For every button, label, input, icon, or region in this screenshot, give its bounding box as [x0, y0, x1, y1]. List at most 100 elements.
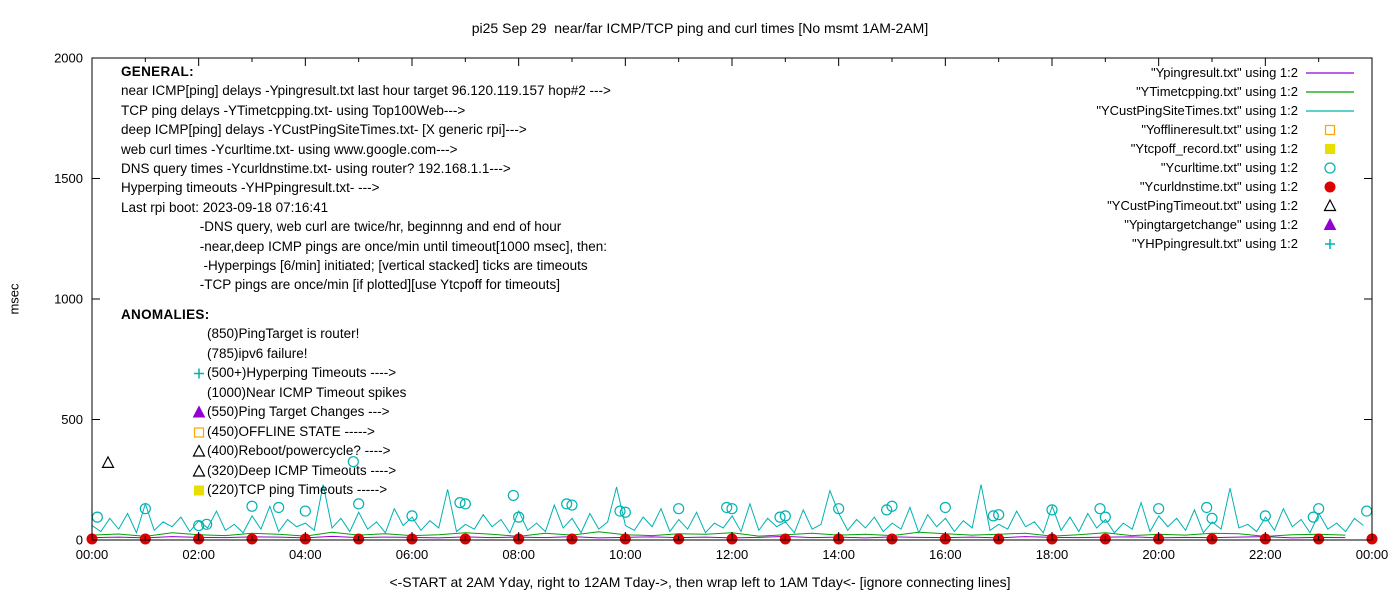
legend-triangle-open-icon: [1304, 198, 1356, 214]
anomaly-text: (1000)Near ICMP Timeout spikes: [207, 384, 407, 400]
general-annotation-block: GENERAL: near ICMP[ping] delays -Ypingre…: [121, 62, 611, 295]
x-tick-label: 08:00: [502, 547, 535, 562]
x-tick-label: 00:00: [1356, 547, 1389, 562]
anomaly-square-filled-icon: [192, 483, 207, 497]
general-line: web curl times -Ycurltime.txt- using www…: [121, 141, 458, 157]
legend-item: "Ytcpoff_record.txt" using 1:2: [1096, 139, 1356, 158]
anomaly-text: (500+)Hyperping Timeouts ---->: [207, 365, 397, 381]
general-line: near ICMP[ping] delays -Ypingresult.txt …: [121, 83, 611, 99]
series-YCustPingTimeout.txt: [101, 455, 115, 468]
legend-square-open-icon: [1304, 122, 1356, 138]
legend-square-filled-icon: [1304, 141, 1356, 157]
anomaly-text: (320)Deep ICMP Timeouts ---->: [207, 462, 397, 478]
general-line: TCP ping delays -YTimetcpping.txt- using…: [121, 102, 466, 118]
anomaly-line: (1000)Near ICMP Timeout spikes: [192, 383, 406, 403]
legend-line-icon: [1304, 65, 1356, 81]
legend-triangle-filled-icon: [1304, 217, 1356, 233]
legend-label: "Yofflineresult.txt" using 1:2: [1141, 122, 1298, 137]
anomaly-line: (785)ipv6 failure!: [192, 344, 406, 364]
general-line: Hyperping timeouts -YHPpingresult.txt- -…: [121, 180, 380, 196]
anomaly-text: (220)TCP ping Timeouts ----->: [207, 482, 388, 498]
legend-item: "Ycurltime.txt" using 1:2: [1096, 158, 1356, 177]
anomaly-no-icon: [192, 347, 207, 361]
anomaly-text: (400)Reboot/powercycle? ---->: [207, 443, 391, 459]
anomaly-line: (220)TCP ping Timeouts ----->: [192, 480, 406, 500]
general-line: -Hyperpings [6/min] initiated; [vertical…: [121, 258, 588, 274]
legend-item: "Ycurldnstime.txt" using 1:2: [1096, 177, 1356, 196]
x-tick-label: 04:00: [289, 547, 322, 562]
x-axis-label: <-START at 2AM Yday, right to 12AM Tday-…: [389, 574, 1011, 590]
axes: 0 500 1000 1500 2000 00:00 02:00 04:00 06:00 08:0…: [54, 51, 1388, 563]
anomaly-plus-icon: [192, 366, 207, 380]
legend-plus-icon: [1304, 236, 1356, 252]
legend-item: "YCustPingTimeout.txt" using 1:2: [1096, 196, 1356, 215]
x-tick-label: 18:00: [1036, 547, 1069, 562]
anomalies-heading: ANOMALIES:: [121, 307, 210, 322]
x-tick-label: 06:00: [396, 547, 429, 562]
legend-label: "YTimetcpping.txt" using 1:2: [1136, 84, 1298, 99]
general-line: -DNS query, web curl are twice/hr, begin…: [121, 219, 562, 235]
anomaly-square-open-icon: [192, 425, 207, 439]
general-line: -TCP pings are once/min [if plotted][use…: [121, 277, 560, 293]
legend-label: "Ytcpoff_record.txt" using 1:2: [1130, 141, 1298, 156]
general-line: -near,deep ICMP pings are once/min until…: [121, 238, 607, 254]
legend-label: "YCustPingSiteTimes.txt" using 1:2: [1096, 103, 1298, 118]
anomaly-line: (400)Reboot/powercycle? ---->: [192, 441, 406, 461]
legend-item: "YHPpingresult.txt" using 1:2: [1096, 234, 1356, 253]
general-line: Last rpi boot: 2023-09-18 07:16:41: [121, 199, 329, 215]
legend: "Ypingresult.txt" using 1:2 "YTimetcpping…: [1096, 63, 1356, 253]
y-tick-label: 1500: [54, 171, 83, 186]
x-tick-label: 22:00: [1249, 547, 1282, 562]
legend-line-icon: [1304, 84, 1356, 100]
y-tick-label: 1000: [54, 292, 83, 307]
legend-item: "YTimetcpping.txt" using 1:2: [1096, 82, 1356, 101]
chart-title: pi25 Sep 29 near/far ICMP/TCP ping and c…: [471, 20, 929, 36]
series-Ycurltime.txt: [91, 456, 1373, 532]
general-line: DNS query times -Ycurldnstime.txt- using…: [121, 161, 511, 177]
anomaly-no-icon: [192, 327, 207, 341]
legend-label: "YHPpingresult.txt" using 1:2: [1131, 236, 1298, 251]
legend-label: "Ycurldnstime.txt" using 1:2: [1139, 179, 1298, 194]
anomaly-triangle-open-icon: [192, 463, 207, 478]
legend-item: "Ypingresult.txt" using 1:2: [1096, 63, 1356, 82]
anomaly-triangle-filled-icon: [192, 405, 207, 419]
anomaly-line: (450)OFFLINE STATE ----->: [192, 422, 406, 442]
legend-circle-filled-icon: [1304, 179, 1356, 195]
x-tick-label: 20:00: [1142, 547, 1175, 562]
y-tick-label: 500: [61, 412, 83, 427]
anomaly-line: (550)Ping Target Changes --->: [192, 402, 406, 422]
x-tick-label: 02:00: [182, 547, 215, 562]
legend-label: "Ypingtargetchange" using 1:2: [1124, 217, 1298, 232]
legend-item: "Yofflineresult.txt" using 1:2: [1096, 120, 1356, 139]
x-tick-label: 10:00: [609, 547, 642, 562]
anomaly-rows: (850)PingTarget is router! (785)ipv6 fail…: [192, 324, 406, 500]
anomaly-text: (450)OFFLINE STATE ----->: [207, 423, 375, 439]
anomaly-no-icon: [192, 386, 207, 400]
legend-label: "Ypingresult.txt" using 1:2: [1150, 65, 1298, 80]
legend-item: "Ypingtargetchange" using 1:2: [1096, 215, 1356, 234]
general-line: deep ICMP[ping] delays -YCustPingSiteTim…: [121, 122, 527, 138]
legend-line-icon: [1304, 103, 1356, 119]
anomaly-line: (500+)Hyperping Timeouts ---->: [192, 363, 406, 383]
anomaly-text: (550)Ping Target Changes --->: [207, 404, 390, 420]
legend-label: "YCustPingTimeout.txt" using 1:2: [1107, 198, 1298, 213]
general-lines: near ICMP[ping] delays -Ypingresult.txt …: [121, 81, 611, 294]
x-tick-label: 00:00: [76, 547, 109, 562]
general-heading: GENERAL:: [121, 64, 194, 79]
y-tick-label: 2000: [54, 51, 83, 66]
anomaly-triangle-open-icon: [192, 444, 207, 458]
anomalies-annotation-block: ANOMALIES: (850)PingTarget is router! (78…: [121, 305, 406, 500]
x-tick-label: 14:00: [822, 547, 855, 562]
x-tick-label: 12:00: [716, 547, 749, 562]
anomaly-text: (850)PingTarget is router!: [207, 326, 360, 342]
x-tick-label: 16:00: [929, 547, 962, 562]
legend-item: "YCustPingSiteTimes.txt" using 1:2: [1096, 101, 1356, 120]
anomaly-text: (785)ipv6 failure!: [207, 345, 308, 361]
anomaly-line: (320)Deep ICMP Timeouts ---->: [192, 461, 406, 481]
y-axis-label: msec: [6, 283, 22, 315]
legend-circle-open-icon: [1304, 160, 1356, 176]
series-YCustPingSiteTimes.txt: [91, 484, 1364, 535]
y-tick-label: 0: [76, 533, 83, 548]
anomaly-line: (850)PingTarget is router!: [192, 324, 406, 344]
